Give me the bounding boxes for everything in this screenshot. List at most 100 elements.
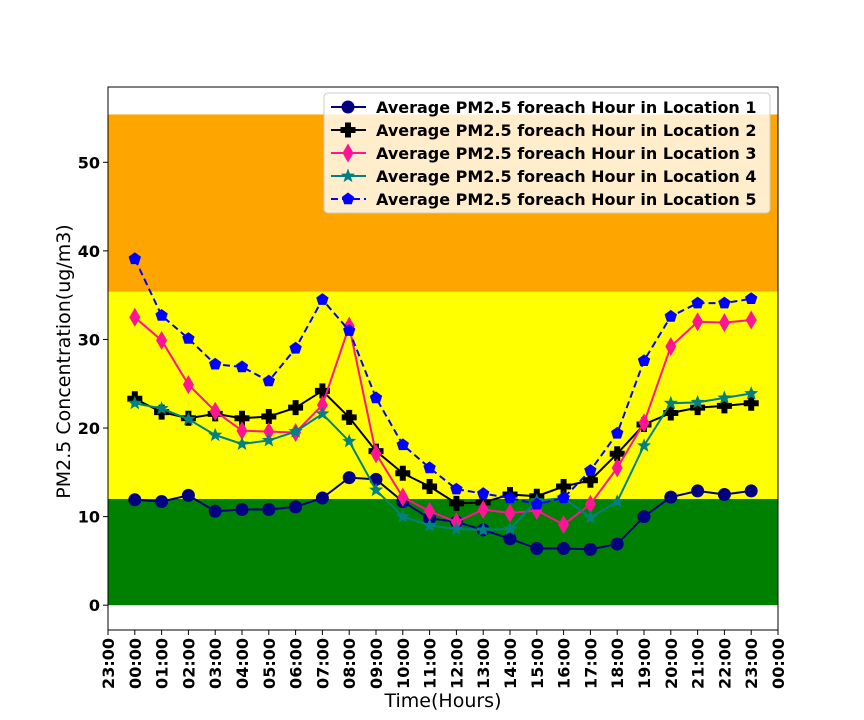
data-point: [261, 409, 277, 425]
data-point: [235, 360, 249, 373]
data-point: [262, 374, 275, 387]
x-tick-label: 07:00: [313, 638, 332, 689]
data-point: [343, 324, 356, 336]
data-point: [611, 458, 623, 478]
data-point: [663, 395, 678, 410]
x-tick-label: 12:00: [447, 638, 466, 689]
data-point: [370, 444, 382, 464]
data-point: [422, 518, 437, 532]
legend-box: [323, 92, 771, 214]
data-point: [449, 521, 464, 536]
data-point: [368, 482, 384, 497]
data-point: [208, 504, 222, 518]
data-point: [448, 495, 464, 511]
data-point: [557, 491, 570, 504]
legend-entry: Average PM2.5 foreach Hour in Location 5: [331, 190, 757, 209]
data-point: [530, 497, 543, 510]
data-point: [557, 542, 571, 556]
series-layer: [127, 252, 759, 556]
data-point: [209, 357, 222, 370]
x-tick-label: 22:00: [715, 638, 734, 689]
data-point: [397, 487, 409, 507]
x-tick-label: 00:00: [769, 638, 788, 689]
data-point: [717, 390, 732, 404]
data-point: [745, 310, 757, 330]
data-point: [558, 515, 570, 535]
x-tick-label: 01:00: [153, 638, 172, 689]
data-point: [154, 401, 169, 415]
data-point: [235, 503, 249, 517]
x-tick-label: 20:00: [662, 638, 681, 689]
data-point: [716, 398, 732, 414]
data-point: [263, 422, 275, 442]
series-line: [134, 316, 752, 526]
x-tick-label: 14:00: [501, 638, 520, 689]
data-point: [610, 494, 625, 508]
data-point: [234, 436, 250, 450]
data-point: [610, 537, 624, 551]
y-tick-label: 0: [89, 596, 100, 615]
y-tick-label: 30: [78, 330, 100, 349]
data-point: [477, 487, 490, 499]
series-location-5: [128, 252, 758, 510]
data-point: [155, 495, 169, 509]
legend-entry: Average PM2.5 foreach Hour in Location 4: [331, 167, 757, 186]
x-axis: 23:00 00:00 01:00 02:00 03:00 04:00 05:00 06:00…: [99, 630, 788, 689]
data-point: [181, 488, 195, 502]
x-tick-label: 02:00: [179, 638, 198, 689]
data-point: [155, 309, 168, 321]
data-point: [477, 500, 489, 520]
data-point: [690, 400, 706, 416]
data-point: [208, 427, 223, 442]
data-point: [236, 421, 248, 441]
data-point: [502, 521, 518, 536]
data-point: [609, 446, 625, 462]
y-tick-label: 10: [78, 508, 100, 527]
x-tick-label: 19:00: [635, 638, 654, 689]
data-point: [396, 438, 409, 451]
data-point: [288, 400, 304, 416]
data-point: [289, 500, 303, 514]
x-tick-label: 03:00: [206, 638, 225, 689]
data-point: [182, 375, 194, 395]
data-point: [395, 509, 410, 523]
x-tick-label: 23:00: [742, 638, 761, 689]
data-point: [664, 309, 677, 322]
data-point: [504, 503, 516, 523]
x-tick-label: 00:00: [126, 638, 145, 689]
x-tick-label: 05:00: [260, 638, 279, 689]
x-axis-title: Time(Hours): [384, 690, 502, 712]
x-tick-label: 08:00: [340, 638, 359, 689]
data-point: [556, 478, 572, 494]
x-tick-label: 11:00: [421, 638, 440, 689]
legend-entry: Average PM2.5 foreach Hour in Location 1: [331, 98, 757, 117]
series-location-4: [127, 386, 759, 536]
data-point: [315, 491, 329, 505]
y-tick-label: 40: [78, 242, 100, 261]
x-tick-label: 15:00: [528, 638, 547, 689]
data-point: [663, 405, 679, 421]
x-tick-label: 21:00: [689, 638, 708, 689]
data-point: [129, 307, 141, 327]
data-point: [583, 510, 598, 524]
data-point: [316, 395, 328, 415]
x-tick-label: 06:00: [287, 638, 306, 689]
x-tick-label: 04:00: [233, 638, 252, 689]
x-tick-label: 09:00: [367, 638, 386, 689]
data-point: [315, 406, 330, 420]
aqi-band-1: [108, 498, 778, 606]
legend-label: Average PM2.5 foreach Hour in Location 2: [376, 121, 757, 140]
x-tick-label: 16:00: [555, 638, 574, 689]
data-point: [583, 542, 597, 556]
data-point: [341, 409, 357, 425]
data-point: [262, 503, 276, 517]
data-point: [637, 354, 651, 366]
x-tick-label: 23:00: [99, 638, 118, 689]
data-point: [423, 461, 436, 474]
y-axis: 0 10 20 30 40 50: [78, 153, 108, 615]
data-point: [182, 332, 195, 344]
data-point: [127, 395, 142, 410]
data-point: [636, 438, 652, 452]
data-point: [665, 337, 677, 357]
data-point: [156, 330, 168, 350]
